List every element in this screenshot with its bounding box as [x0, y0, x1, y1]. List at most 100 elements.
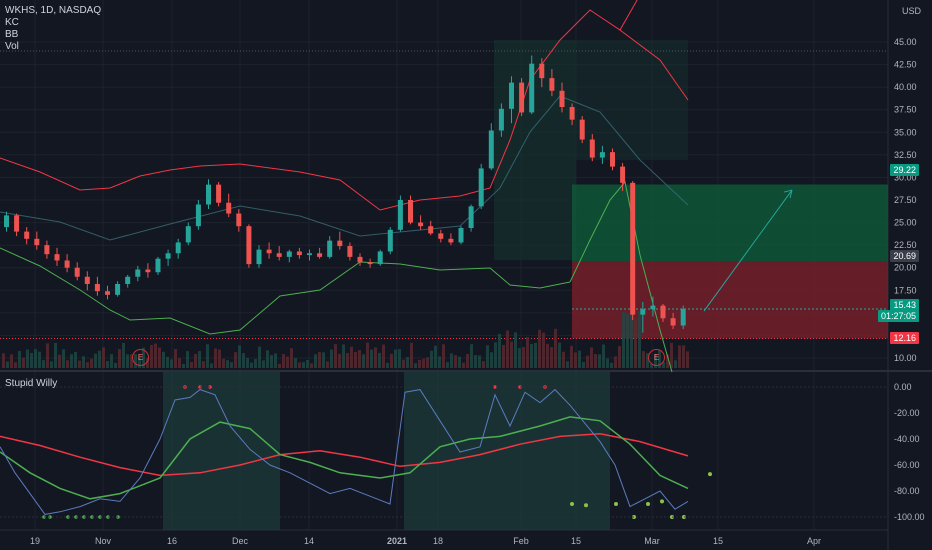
volume-bar [146, 358, 149, 368]
volume-bar [166, 356, 169, 368]
volume-bar [606, 358, 609, 368]
price-tick-label: 22.50 [894, 240, 917, 250]
candle-body [650, 305, 656, 310]
volume-bar [562, 351, 565, 368]
time-tick-label: 15 [713, 536, 723, 546]
price-tick-label: 45.00 [894, 37, 917, 47]
volume-bar [210, 363, 213, 368]
volume-bar [626, 313, 629, 368]
volume-bar [550, 347, 553, 368]
volume-bar [438, 356, 441, 368]
sub-panel-title[interactable]: Stupid Willy [5, 378, 58, 389]
stupid-willy-oscillator [0, 385, 888, 519]
symbol-title[interactable]: WKHS, 1D, NASDAQ [5, 5, 102, 16]
projection-arrow [703, 189, 793, 312]
volume-bar [498, 333, 501, 368]
volume-bar [602, 344, 605, 368]
signal-dot [614, 502, 618, 506]
candle-body [14, 215, 20, 232]
volume-bar [478, 355, 481, 368]
volume-bar [554, 328, 557, 368]
volume-bar [150, 345, 153, 368]
indicator-kc-label[interactable]: KC [5, 17, 19, 28]
candle-body [519, 82, 525, 113]
volume-bar [294, 358, 297, 368]
signal-dot [708, 472, 712, 477]
time-tick-label: Feb [513, 536, 529, 546]
price-tick-label: 42.50 [894, 60, 917, 70]
axes: 45.00 42.50 40.00 37.50 35.00 32.50 30.00 27.50… [30, 37, 925, 546]
volume-bar [182, 363, 185, 368]
volume-bar [122, 342, 125, 368]
candle-body [640, 309, 646, 315]
volume-bar [506, 330, 509, 368]
candle-body [458, 227, 464, 243]
osc-tick-label: -40.00 [894, 434, 920, 444]
candle-body [216, 184, 222, 203]
volume-bar [202, 361, 205, 368]
volume-bar [474, 355, 477, 368]
volume-bar [678, 345, 681, 368]
keltner-upper [0, 0, 638, 211]
candle-body [74, 267, 80, 277]
candle-body [185, 226, 191, 243]
candle-body [620, 166, 626, 183]
indicator-bb-label[interactable]: BB [5, 29, 19, 40]
candle-body [630, 182, 636, 315]
volume-bar [290, 348, 293, 368]
time-tick-label: Mar [644, 536, 660, 546]
volume-bar [334, 344, 337, 368]
volume-bar [170, 359, 173, 368]
volume-bar [646, 353, 649, 368]
osc-tick-label: -80.00 [894, 486, 920, 496]
earnings-badge[interactable]: E [132, 349, 149, 366]
volume-bar [618, 346, 621, 368]
candle-body [428, 226, 434, 234]
overbought-dot [493, 385, 497, 389]
candlestick-series [4, 55, 686, 333]
volume-bar [410, 342, 413, 368]
time-tick-label: Nov [95, 536, 112, 546]
indicator-vol-label[interactable]: Vol [5, 41, 19, 52]
volume-bar [242, 353, 245, 368]
price-tick-label: 40.00 [894, 82, 917, 92]
stop-price-tag: 12.16 [890, 332, 919, 344]
price-tick-label: 20.00 [894, 263, 917, 273]
earnings-badge[interactable]: E [648, 349, 665, 366]
volume-bar [470, 344, 473, 368]
volume-bar [34, 349, 37, 368]
candle-body [24, 231, 30, 239]
volume-bar [106, 361, 109, 368]
volume-bar [542, 332, 545, 368]
volume-bar [286, 356, 289, 368]
candle-body [610, 152, 615, 167]
candle-body [549, 78, 555, 91]
volume-bar [90, 358, 93, 368]
signal-dot [660, 499, 664, 504]
osc-tick-label: -60.00 [894, 460, 920, 470]
volume-bar [58, 354, 61, 368]
signal-dot [584, 503, 588, 508]
volume-bar [262, 360, 265, 368]
candle-body [357, 256, 363, 263]
volume-bar [614, 356, 617, 368]
volume-bar [354, 352, 357, 368]
volume-bar [374, 347, 377, 368]
volume-bar [50, 361, 53, 368]
candle-body [165, 253, 171, 259]
candle-body [246, 226, 252, 265]
volume-bar [430, 350, 433, 368]
candle-body [488, 130, 494, 169]
bar-countdown-tag: 01:27:05 [877, 310, 919, 322]
volume-bar [158, 347, 161, 368]
osc-tick-label: -20.00 [894, 408, 920, 418]
candle-body [64, 260, 70, 268]
volume-bar [218, 349, 221, 368]
candle-body [579, 119, 585, 140]
volume-bar [630, 313, 633, 368]
volume-bar [358, 350, 361, 368]
long-position-tool[interactable] [0, 50, 888, 339]
volume-bar [130, 354, 133, 368]
candle-body [206, 184, 211, 205]
